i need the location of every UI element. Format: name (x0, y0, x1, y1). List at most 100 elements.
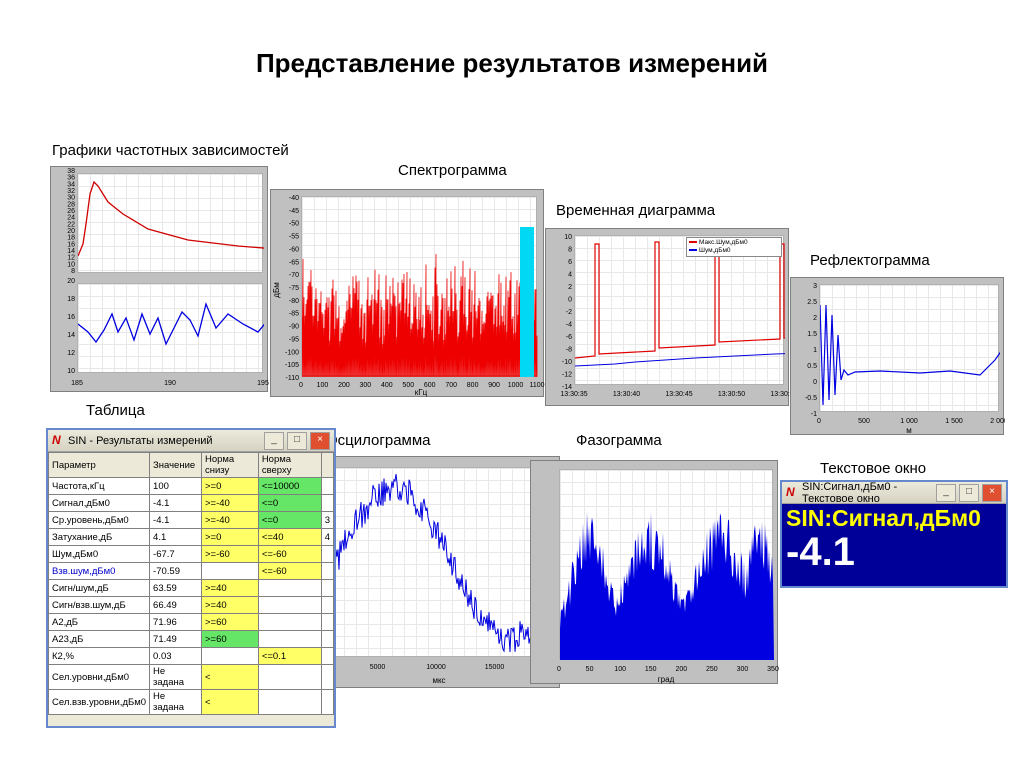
table-row[interactable]: А2,дБ71.96>=60 (49, 614, 334, 631)
svg-text:28: 28 (67, 201, 75, 208)
svg-text:1: 1 (813, 347, 817, 354)
table-cell: <=0 (258, 512, 321, 529)
table-cell (321, 648, 333, 665)
svg-text:2 000: 2 000 (990, 418, 1005, 425)
svg-text:-14: -14 (562, 384, 572, 391)
svg-text:кГц: кГц (415, 388, 428, 397)
table-cell (258, 631, 321, 648)
svg-text:2: 2 (813, 315, 817, 322)
table-cell (321, 614, 333, 631)
table-cell (258, 580, 321, 597)
minimize-button[interactable]: _ (264, 432, 284, 450)
plot-time (574, 235, 784, 385)
plot-spectrogram (301, 196, 537, 376)
table-row[interactable]: А23,дБ71.49>=60 (49, 631, 334, 648)
table-cell: Ср.уровень,дБм0 (49, 512, 150, 529)
table-cell (321, 665, 333, 690)
table-row[interactable]: Частота,кГц100>=0<=10000 (49, 478, 334, 495)
table-cell: 66.49 (150, 597, 202, 614)
table-cell: Не задана (150, 665, 202, 690)
svg-text:16: 16 (67, 241, 75, 248)
table-header: Норма снизу (201, 453, 258, 478)
table-cell: 63.59 (150, 580, 202, 597)
minimize-button[interactable]: _ (936, 484, 956, 502)
table-row[interactable]: Шум,дБм0-67.7>=-60<=-60 (49, 546, 334, 563)
table-row[interactable]: Сигнал,дБм0-4.1>=-40<=0 (49, 495, 334, 512)
table-header (321, 453, 333, 478)
svg-text:10000: 10000 (426, 664, 446, 671)
table-cell: <=40 (258, 529, 321, 546)
svg-text:8: 8 (71, 268, 75, 275)
label-oscillogram: Осцилограмма (326, 432, 431, 449)
svg-text:1 500: 1 500 (945, 418, 963, 425)
svg-text:150: 150 (645, 666, 657, 673)
svg-text:-8: -8 (566, 347, 572, 354)
table-cell: 0.03 (150, 648, 202, 665)
table-cell (321, 580, 333, 597)
table-row[interactable]: Сел.взв.уровни,дБм0Не задана< (49, 690, 334, 715)
table-row[interactable]: Затухание,дБ4.1>=0<=404 (49, 529, 334, 546)
table-cell: 4 (321, 529, 333, 546)
panel-spectrogram: -40-45-50-55-60-65-70-75-80-85-90-95-100… (270, 189, 544, 397)
svg-text:3: 3 (813, 283, 817, 290)
svg-text:6: 6 (568, 259, 572, 266)
window-title-text: SIN:Сигнал,дБм0 - Текстовое окно (802, 481, 933, 505)
table-cell (201, 563, 258, 580)
svg-text:мкс: мкс (432, 676, 445, 685)
svg-text:2: 2 (568, 284, 572, 291)
table-row[interactable]: Сигн/взв.шум,дБ66.49>=40 (49, 597, 334, 614)
table-row[interactable]: Сигн/шум,дБ63.59>=40 (49, 580, 334, 597)
maximize-button[interactable]: □ (959, 484, 979, 502)
svg-text:24: 24 (67, 215, 75, 222)
label-reflectogram: Рефлектограмма (810, 252, 930, 269)
table-cell: 4.1 (150, 529, 202, 546)
text-line2: -4.1 (786, 531, 1002, 573)
svg-text:-75: -75 (289, 285, 299, 292)
plot-freq-bottom (77, 283, 263, 373)
table-cell: >=40 (201, 580, 258, 597)
label-textwindow: Текстовое окно (820, 460, 926, 477)
svg-text:13:30:45: 13:30:45 (665, 391, 692, 398)
svg-text:700: 700 (445, 382, 457, 389)
svg-text:185: 185 (71, 380, 83, 387)
svg-text:350: 350 (767, 666, 779, 673)
svg-text:200: 200 (675, 666, 687, 673)
svg-text:-60: -60 (289, 246, 299, 253)
svg-text:-110: -110 (286, 375, 300, 382)
titlebar-table[interactable]: N SIN - Результаты измерений _ □ × (48, 430, 334, 452)
svg-text:10: 10 (67, 261, 75, 268)
svg-text:дБм: дБм (272, 282, 281, 297)
svg-text:14: 14 (67, 332, 75, 339)
svg-text:8: 8 (568, 247, 572, 254)
table-cell: А23,дБ (49, 631, 150, 648)
table-cell: <=-60 (258, 546, 321, 563)
table-row[interactable]: Взв.шум,дБм0-70.59<=-60 (49, 563, 334, 580)
table-cell (321, 495, 333, 512)
table-cell: -70.59 (150, 563, 202, 580)
svg-text:13:30:35: 13:30:35 (560, 391, 587, 398)
table-cell: Частота,кГц (49, 478, 150, 495)
svg-text:50: 50 (586, 666, 594, 673)
close-button[interactable]: × (310, 432, 330, 450)
close-button[interactable]: × (982, 484, 1002, 502)
table-row[interactable]: Сел.уровни,дБм0Не задана< (49, 665, 334, 690)
svg-text:900: 900 (488, 382, 500, 389)
svg-text:0: 0 (817, 418, 821, 425)
svg-text:13:30:55: 13:30:55 (770, 391, 790, 398)
maximize-button[interactable]: □ (287, 432, 307, 450)
text-line1: SIN:Сигнал,дБм0 (786, 506, 1002, 531)
table-cell: >=0 (201, 478, 258, 495)
svg-text:12: 12 (67, 255, 75, 262)
titlebar-text[interactable]: N SIN:Сигнал,дБм0 - Текстовое окно _ □ × (782, 482, 1006, 504)
svg-text:18: 18 (67, 296, 75, 303)
table-row[interactable]: Ср.уровень,дБм0-4.1>=-40<=03 (49, 512, 334, 529)
panel-phasogram: 050100150200250300350град (530, 460, 778, 684)
table-row[interactable]: К2,%0.03<=0.1 (49, 648, 334, 665)
svg-text:-0.5: -0.5 (805, 395, 817, 402)
svg-text:-85: -85 (289, 311, 299, 318)
svg-text:20: 20 (67, 278, 75, 285)
table-cell: -4.1 (150, 512, 202, 529)
svg-text:10: 10 (67, 368, 75, 375)
legend-item-2: Шум,дБм0 (699, 247, 731, 254)
svg-text:-65: -65 (289, 259, 299, 266)
